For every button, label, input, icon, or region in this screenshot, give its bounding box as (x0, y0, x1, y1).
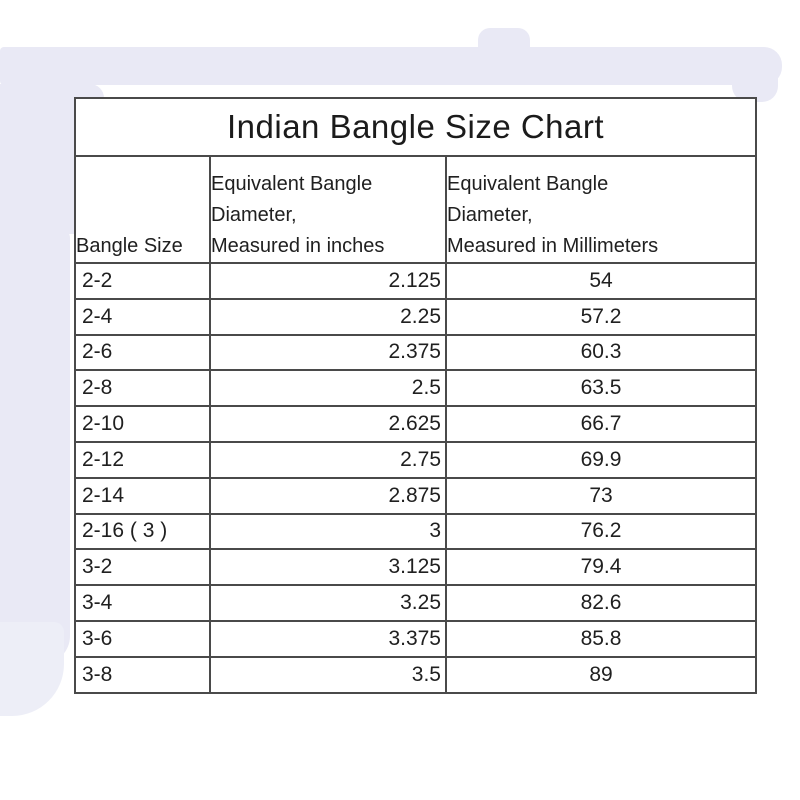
cell-diameter-inches: 2.875 (209, 476, 447, 515)
cell-diameter-inches: 2.125 (209, 262, 447, 300)
bangle-size-chart-table: Indian Bangle Size Chart Bangle Size Equ… (73, 97, 758, 694)
table-row: 2-8 2.5 63.5 (74, 369, 758, 408)
header-line: Measured in Millimeters (447, 235, 659, 257)
watermark-left-body-icon (0, 228, 70, 664)
table-row: 2-12 2.75 69.9 (74, 440, 758, 479)
table-header-row: Bangle Size Equivalent Bangle Diameter, … (74, 155, 758, 264)
cell-bangle-size: 2-12 (74, 440, 211, 479)
column-header-diameter-inches: Equivalent Bangle Diameter, Measured in … (209, 155, 447, 264)
cell-diameter-mm: 73 (444, 476, 758, 515)
cell-diameter-inches: 3 (209, 512, 447, 551)
cell-bangle-size: 3-6 (74, 619, 211, 658)
table-row: 2-14 2.875 73 (74, 476, 758, 515)
cell-diameter-inches: 3.125 (209, 548, 447, 587)
table-row: 2-16 ( 3 ) 3 76.2 (74, 512, 758, 551)
cell-diameter-mm: 76.2 (444, 512, 758, 551)
cell-bangle-size: 2-6 (74, 333, 211, 372)
table-row: 2-2 2.125 54 (74, 262, 758, 300)
watermark-band-bump-icon (478, 28, 530, 54)
cell-diameter-mm: 85.8 (444, 619, 758, 658)
cell-diameter-inches: 2.625 (209, 405, 447, 443)
header-line: Equivalent Bangle (447, 173, 609, 195)
cell-bangle-size: 2-8 (74, 369, 211, 408)
cell-diameter-inches: 2.5 (209, 369, 447, 408)
table-row: 3-2 3.125 79.4 (74, 548, 758, 587)
cell-bangle-size: 2-10 (74, 405, 211, 443)
cell-bangle-size: 3-8 (74, 655, 211, 694)
table-row: 3-4 3.25 82.6 (74, 584, 758, 622)
watermark-band-icon (0, 47, 782, 85)
header-line: Equivalent Bangle (211, 173, 373, 195)
table-row: 2-10 2.625 66.7 (74, 405, 758, 443)
cell-diameter-inches: 2.25 (209, 297, 447, 336)
cell-diameter-mm: 57.2 (444, 297, 758, 336)
header-line: Diameter, (447, 204, 533, 226)
cell-diameter-mm: 82.6 (444, 584, 758, 622)
table-row: 2-6 2.375 60.3 (74, 333, 758, 372)
watermark-left-foot-icon (0, 622, 64, 716)
cell-diameter-mm: 54 (444, 262, 758, 300)
table-row: 3-6 3.375 85.8 (74, 619, 758, 658)
table-title-row: Indian Bangle Size Chart (73, 97, 758, 157)
cell-bangle-size: 3-2 (74, 548, 211, 587)
cell-diameter-inches: 2.75 (209, 440, 447, 479)
cell-bangle-size: 2-14 (74, 476, 211, 515)
cell-diameter-inches: 3.375 (209, 619, 447, 658)
column-header-diameter-millimeters: Equivalent Bangle Diameter, Measured in … (444, 155, 758, 264)
header-line: Measured in inches (211, 235, 385, 257)
cell-diameter-mm: 66.7 (444, 405, 758, 443)
cell-bangle-size: 2-16 ( 3 ) (74, 512, 211, 551)
header-line: Diameter, (211, 204, 297, 226)
cell-bangle-size: 2-2 (74, 262, 211, 300)
cell-diameter-inches: 3.25 (209, 584, 447, 622)
cell-diameter-mm: 69.9 (444, 440, 758, 479)
table-row: 3-8 3.5 89 (74, 655, 758, 694)
table-row: 2-4 2.25 57.2 (74, 297, 758, 336)
header-line: Bangle Size (76, 235, 183, 257)
cell-diameter-inches: 2.375 (209, 333, 447, 372)
column-header-bangle-size: Bangle Size (74, 155, 211, 264)
cell-diameter-inches: 3.5 (209, 655, 447, 694)
cell-diameter-mm: 60.3 (444, 333, 758, 372)
cell-diameter-mm: 79.4 (444, 548, 758, 587)
table-title: Indian Bangle Size Chart (73, 97, 758, 157)
cell-bangle-size: 2-4 (74, 297, 211, 336)
table-body: 2-2 2.125 54 2-4 2.25 57.2 2-6 2.375 60.3 2-8 2.5 6… (74, 262, 758, 694)
cell-bangle-size: 3-4 (74, 584, 211, 622)
cell-diameter-mm: 89 (444, 655, 758, 694)
cell-diameter-mm: 63.5 (444, 369, 758, 408)
